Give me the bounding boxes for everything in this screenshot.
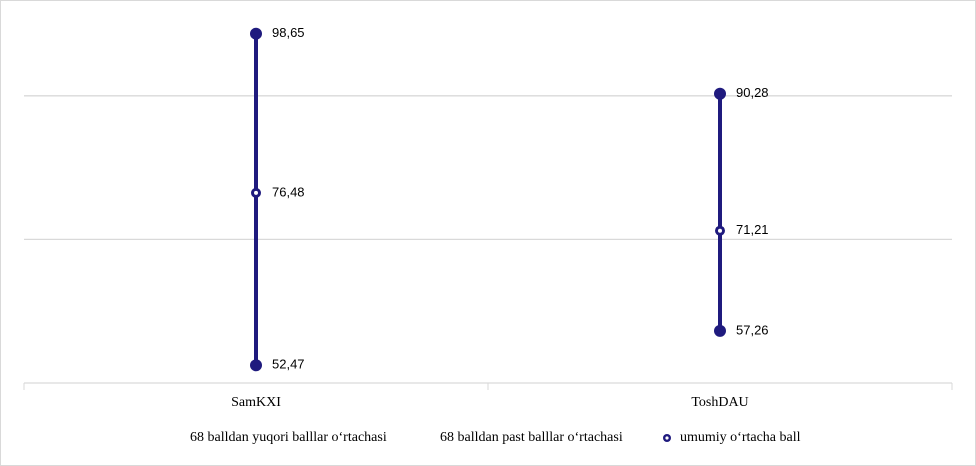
x-tick-label: ToshDAU	[691, 395, 748, 410]
point-marker	[714, 324, 726, 337]
mean-marker-hole	[718, 228, 722, 233]
legend-label: umumiy o‘rtacha ball	[680, 430, 801, 445]
legend-marker-hole	[665, 436, 669, 440]
legend-label: 68 balldan past balllar o‘rtachasi	[440, 430, 623, 445]
data-label: 98,65	[272, 25, 305, 40]
mean-marker-hole	[254, 190, 258, 195]
data-label: 52,47	[272, 357, 305, 372]
point-marker	[250, 27, 262, 40]
data-label: 57,26	[736, 322, 769, 337]
point-marker	[250, 359, 262, 372]
point-marker	[714, 87, 726, 100]
x-tick-label: SamKXI	[231, 395, 281, 410]
data-label: 90,28	[736, 85, 769, 100]
legend-label: 68 balldan yuqori balllar o‘rtachasi	[190, 430, 387, 445]
data-label: 76,48	[272, 184, 305, 199]
data-label: 71,21	[736, 222, 769, 237]
